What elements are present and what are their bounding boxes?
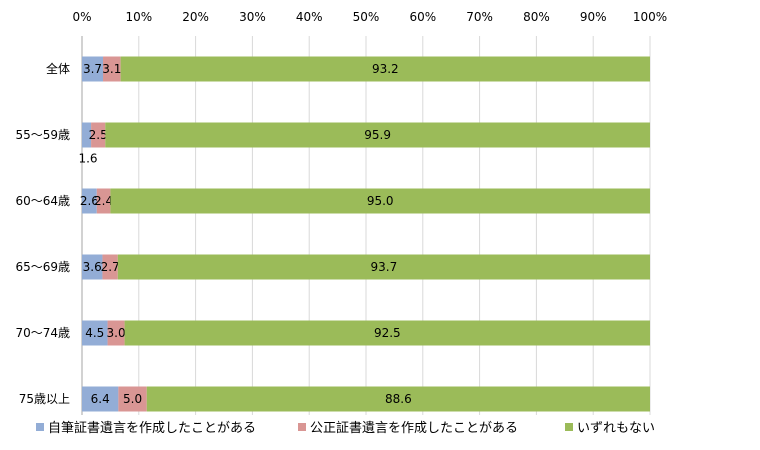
bar-segment [82, 386, 119, 412]
x-tick-label: 100% [633, 10, 667, 24]
legend-label: いずれもない [577, 421, 655, 436]
data-label: 6.4 [91, 392, 110, 406]
data-label: 3.7 [83, 62, 102, 76]
bar-segment [107, 320, 125, 346]
data-label: 92.5 [374, 326, 401, 340]
data-label: 1.6 [78, 152, 97, 166]
x-tick-label: 30% [239, 10, 266, 24]
bar-segment [117, 254, 650, 280]
bar-segment [102, 254, 118, 280]
data-label: 93.7 [371, 260, 398, 274]
bar-segment [96, 188, 111, 214]
x-tick-label: 40% [296, 10, 323, 24]
data-label: 3.0 [107, 326, 126, 340]
legend-label: 公正証書遺言を作成したことがある [310, 421, 518, 436]
category-label: 全体 [46, 61, 70, 76]
data-label: 2.6 [80, 194, 99, 208]
category-label: 75歳以上 [19, 392, 70, 406]
x-tick-label: 70% [466, 10, 493, 24]
bar-segment [110, 188, 650, 214]
legend-swatch [565, 423, 573, 431]
data-label: 95.0 [367, 194, 394, 208]
data-label: 3.6 [83, 260, 102, 274]
data-label: 93.2 [372, 62, 399, 76]
bar-segment [82, 320, 108, 346]
x-tick-label: 20% [182, 10, 209, 24]
x-tick-label: 80% [523, 10, 550, 24]
data-label: 95.9 [364, 128, 391, 142]
data-label: 2.5 [89, 128, 108, 142]
bar-segment [82, 188, 97, 214]
bar-segment [124, 320, 651, 346]
bar-segment [103, 56, 121, 82]
bar-segment [82, 254, 103, 280]
bar-segment [118, 386, 147, 412]
bar-segment [146, 386, 650, 412]
bar-segment [120, 56, 650, 82]
category-label: 60～64歳 [15, 194, 70, 208]
x-tick-label: 10% [125, 10, 152, 24]
category-label: 70～74歳 [15, 326, 70, 340]
legend-swatch [36, 423, 44, 431]
data-label: 88.6 [385, 392, 412, 406]
category-label: 65～69歳 [15, 260, 70, 274]
legend-swatch [298, 423, 306, 431]
data-label: 2.7 [101, 260, 120, 274]
data-label: 4.5 [85, 326, 104, 340]
x-tick-label: 50% [353, 10, 380, 24]
x-tick-label: 60% [409, 10, 436, 24]
data-label: 5.0 [123, 392, 142, 406]
x-tick-label: 0% [72, 10, 91, 24]
bar-segment [82, 122, 92, 148]
data-label: 3.1 [102, 62, 121, 76]
bar-segment [82, 56, 104, 82]
x-tick-label: 90% [580, 10, 607, 24]
data-label: 2.4 [94, 194, 113, 208]
legend-label: 自筆証書遺言を作成したことがある [48, 421, 256, 436]
bar-segment [105, 122, 650, 148]
bar-segment [91, 122, 106, 148]
category-label: 55～59歳 [15, 128, 70, 142]
